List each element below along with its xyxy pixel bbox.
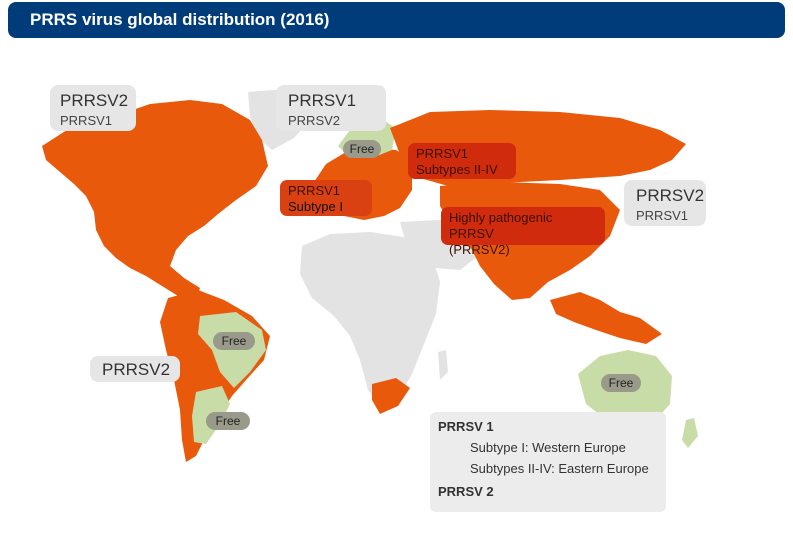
legend-item-subtype-i: Subtype I: Western Europe — [470, 440, 626, 455]
callout-europe: PRRSV1 PRRSV2 — [276, 85, 386, 131]
callout-north-america-secondary: PRRSV1 — [60, 113, 113, 128]
callout-south-america-primary: PRRSV2 — [102, 360, 171, 379]
north-america — [42, 100, 268, 300]
callout-asia-secondary: PRRSV1 — [636, 208, 689, 223]
region-asia-hp: Highly pathogenic PRRSV (PRRSV2) — [441, 207, 605, 257]
region-asia-hp-line1: Highly pathogenic PRRSV — [449, 210, 553, 241]
region-eastern-europe: PRRSV1 Subtypes II-IV — [408, 143, 516, 179]
legend-item-subtypes-ii-iv: Subtypes II-IV: Eastern Europe — [470, 461, 649, 476]
madagascar — [438, 350, 448, 380]
free-label-brazil: Free — [213, 332, 255, 350]
free-label-australia: Free — [601, 374, 641, 392]
callout-europe-primary: PRRSV1 — [288, 91, 357, 110]
legend-heading-prrsv2: PRRSV 2 — [438, 484, 494, 499]
legend-heading-prrsv1: PRRSV 1 — [438, 419, 494, 434]
region-western-europe: PRRSV1 Subtype I — [280, 180, 372, 216]
region-western-europe-line1: PRRSV1 — [288, 183, 341, 198]
region-eastern-europe-line2: Subtypes II-IV — [416, 162, 498, 177]
free-label-argentina: Free — [206, 412, 250, 430]
free-label-scandinavia: Free — [343, 140, 381, 158]
callout-asia: PRRSV2 PRRSV1 — [624, 180, 706, 226]
callout-europe-secondary: PRRSV2 — [288, 113, 341, 128]
legend-box: PRRSV 1 Subtype I: Western Europe Subtyp… — [430, 412, 666, 512]
brazil-free — [198, 312, 266, 388]
callout-north-america-primary: PRRSV2 — [60, 91, 129, 110]
region-eastern-europe-line1: PRRSV1 — [416, 146, 469, 161]
callout-north-america: PRRSV2 PRRSV1 — [50, 85, 136, 131]
new-zealand-free — [682, 418, 698, 448]
callout-asia-primary: PRRSV2 — [636, 186, 705, 205]
map-title: PRRS virus global distribution (2016) — [8, 2, 785, 38]
region-asia-hp-line2: (PRRSV2) — [449, 242, 510, 257]
region-western-europe-line2: Subtype I — [288, 199, 343, 214]
callout-south-america: PRRSV2 — [90, 356, 180, 382]
africa — [300, 232, 440, 410]
southeast-asia — [550, 292, 662, 344]
south-africa — [372, 378, 410, 414]
